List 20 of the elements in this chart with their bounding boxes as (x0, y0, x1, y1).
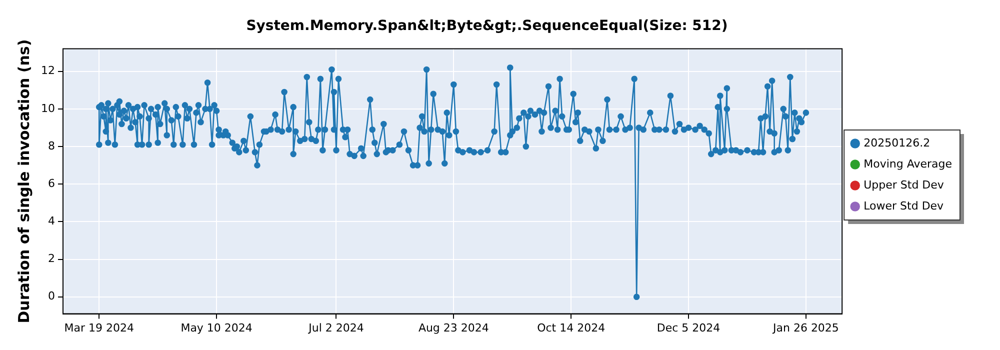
y-tick-label: 8 (48, 139, 55, 152)
x-tick-label: Dec 5 2024 (656, 321, 720, 334)
y-axis-title: Duration of single invocation (ns) (14, 39, 33, 324)
x-tick-label: May 10 2024 (180, 321, 252, 334)
y-tick-label: 0 (48, 290, 55, 303)
x-tick-label: Oct 14 2024 (537, 321, 606, 334)
y-tick-label: 2 (48, 252, 55, 266)
legend-label: Upper Std Dev (864, 178, 944, 192)
legend-label: Lower Std Dev (864, 199, 944, 212)
x-tick-label: Aug 23 2024 (418, 321, 489, 334)
legend-label: Moving Average (864, 157, 952, 170)
x-tick-label: Jan 26 2025 (772, 321, 839, 334)
y-tick-label: 4 (48, 214, 55, 228)
x-tick-label: Mar 19 2024 (64, 321, 134, 334)
y-tick-label: 12 (40, 64, 55, 78)
chart-title: System.Memory.Span&lt;Byte&gt;.SequenceEqual(Size: 512) (246, 18, 728, 34)
legend-label: 20250126.2 (864, 136, 930, 150)
x-tick-label: Jul 2 2024 (308, 321, 364, 334)
y-tick-label: 6 (48, 176, 55, 190)
y-tick-label: 10 (40, 102, 55, 115)
